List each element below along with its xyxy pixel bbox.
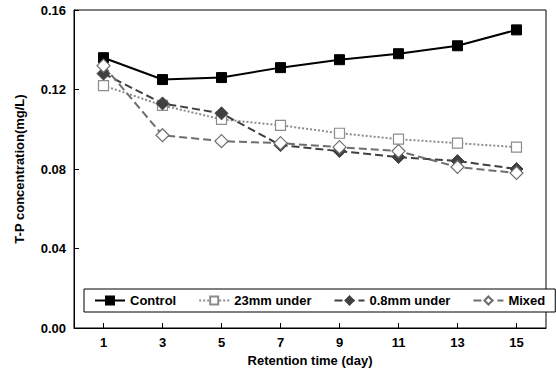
svg-text:0.00: 0.00 (41, 321, 66, 336)
svg-text:5: 5 (218, 335, 225, 350)
svg-text:Mixed: Mixed (508, 293, 545, 308)
svg-text:0.8mm under: 0.8mm under (370, 293, 451, 308)
svg-text:23mm under: 23mm under (234, 293, 311, 308)
svg-text:13: 13 (450, 335, 464, 350)
svg-text:1: 1 (100, 335, 107, 350)
svg-text:9: 9 (336, 335, 343, 350)
svg-text:0.08: 0.08 (41, 162, 66, 177)
svg-text:11: 11 (392, 335, 406, 350)
svg-text:3: 3 (159, 335, 166, 350)
svg-text:0.04: 0.04 (41, 241, 67, 256)
svg-text:15: 15 (509, 335, 523, 350)
svg-text:0.12: 0.12 (41, 82, 66, 97)
svg-text:Control: Control (130, 293, 176, 308)
svg-text:7: 7 (277, 335, 284, 350)
svg-text:0.16: 0.16 (41, 3, 66, 18)
svg-text:T-P concentration(mg/L): T-P concentration(mg/L) (12, 94, 27, 243)
svg-text:Retention time (day): Retention time (day) (248, 353, 373, 368)
